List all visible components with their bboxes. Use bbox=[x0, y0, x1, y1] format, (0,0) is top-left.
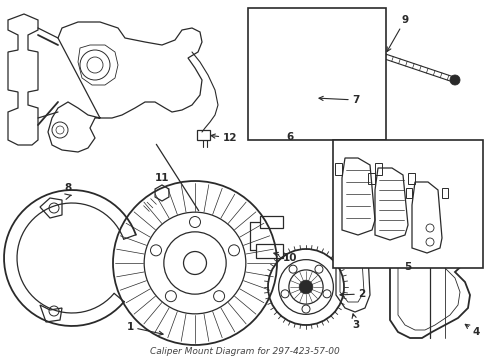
Circle shape bbox=[450, 75, 460, 85]
Text: 2: 2 bbox=[340, 289, 366, 299]
Text: 7: 7 bbox=[319, 95, 360, 105]
Text: 12: 12 bbox=[211, 133, 237, 143]
Text: 5: 5 bbox=[404, 262, 412, 272]
Text: 1: 1 bbox=[126, 322, 163, 335]
Text: 3: 3 bbox=[352, 314, 360, 330]
Text: 6: 6 bbox=[286, 132, 294, 142]
Text: 10: 10 bbox=[274, 252, 297, 263]
Bar bbox=[248, 8, 386, 140]
Circle shape bbox=[325, 33, 335, 43]
Text: 9: 9 bbox=[387, 15, 409, 51]
Text: 4: 4 bbox=[466, 324, 480, 337]
Circle shape bbox=[299, 280, 313, 294]
Bar bbox=[333, 140, 483, 268]
Text: 11: 11 bbox=[155, 173, 169, 183]
Text: 8: 8 bbox=[64, 183, 72, 193]
Text: Caliper Mount Diagram for 297-423-57-00: Caliper Mount Diagram for 297-423-57-00 bbox=[150, 347, 340, 356]
